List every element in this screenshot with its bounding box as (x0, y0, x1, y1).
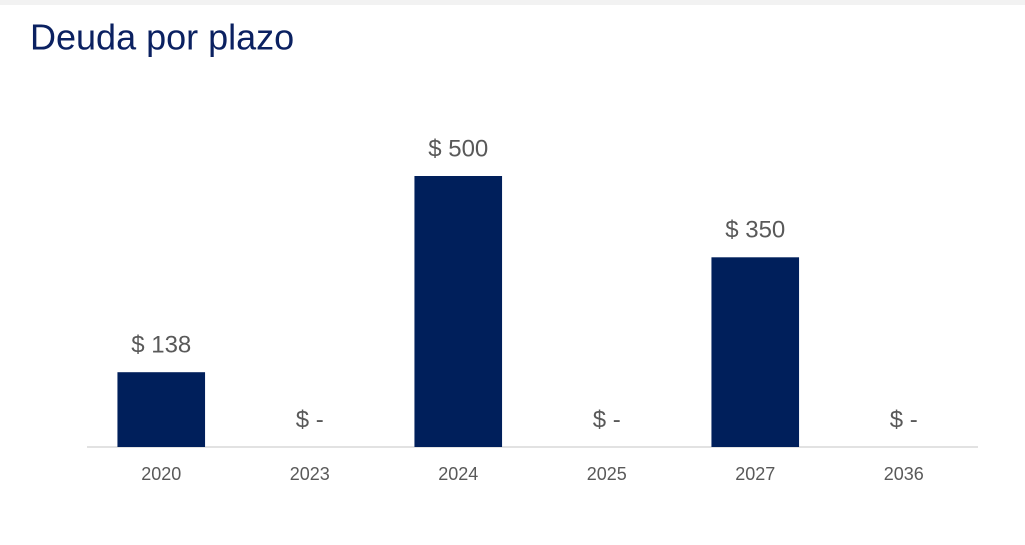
bar (117, 372, 206, 447)
data-label: $ - (890, 406, 918, 433)
x-tick-label: 2020 (141, 464, 181, 484)
data-label: $ - (593, 406, 621, 433)
data-label: $ 500 (428, 135, 488, 162)
data-label: $ - (296, 406, 324, 433)
data-label: $ 138 (131, 332, 191, 359)
x-tick-label: 2024 (438, 464, 478, 484)
x-tick-label: 2036 (884, 464, 924, 484)
chart-title: Deuda por plazo (30, 17, 294, 58)
top-strip (0, 0, 1025, 5)
bar (711, 257, 800, 447)
data-label: $ 350 (725, 217, 785, 244)
x-tick-label: 2027 (735, 464, 775, 484)
x-tick-label: 2025 (587, 464, 627, 484)
bar (414, 176, 503, 447)
panel (0, 5, 1025, 545)
x-tick-label: 2023 (290, 464, 330, 484)
